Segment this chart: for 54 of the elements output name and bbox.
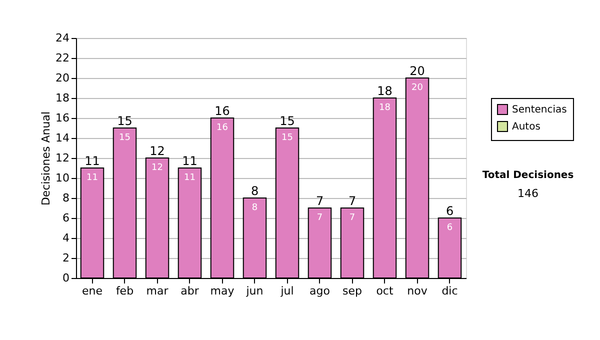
y-tick-label: 16 [56,112,70,124]
x-tick-label: jul [280,284,294,298]
y-tick-label: 22 [56,52,70,64]
total-label: 11 [84,154,100,168]
y-tick-label: 2 [62,252,70,264]
data-label: 16 [216,123,228,133]
x-tick-label: oct [376,284,394,298]
data-label: 6 [446,223,453,233]
x-tick-label: may [210,284,235,298]
x-tick-label: feb [116,284,134,298]
data-label: 11 [86,173,98,183]
y-tick-label: 10 [56,172,70,184]
total-label: 7 [316,194,324,208]
x-tick-label: abr [180,284,200,298]
y-tick-label: 0 [62,272,70,284]
total-label: 15 [280,114,295,128]
total-label: 11 [182,154,198,168]
total-label: 18 [377,84,392,98]
total-label: 7 [348,194,356,208]
x-tick-label: sep [342,284,362,298]
y-tick-label: 24 [56,32,70,44]
total-label: 8 [250,184,259,198]
x-tick-label: nov [407,284,428,298]
y-tick-label: 6 [62,212,70,224]
data-label: 12 [152,163,163,173]
total-label: 20 [410,64,425,78]
y-tick-label: 8 [62,192,70,204]
data-label: 7 [349,213,356,223]
total-label: 16 [214,104,230,118]
data-label: 11 [184,173,196,183]
data-label: 20 [412,83,424,93]
legend-label: Sentencias [512,104,567,116]
data-label: 15 [119,133,130,143]
total-label: 6 [446,204,454,218]
y-tick-label: 20 [56,72,70,84]
legend-label: Autos [512,122,540,132]
total-label: 12 [150,144,165,158]
y-tick-label: 18 [56,92,70,104]
y-tick-label: 12 [56,152,70,164]
data-label: 7 [316,213,323,223]
x-tick-label: dic [442,284,458,298]
y-tick-label: 4 [62,232,70,244]
x-tick-label: ago [310,284,330,298]
y-tick-label: 14 [56,132,70,144]
text: 146 [518,187,538,200]
x-tick-label: ene [82,284,103,298]
data-label: 18 [379,103,391,113]
x-tick-label: jun [245,284,264,298]
data-label: 15 [282,133,293,143]
text: Total Decisiones [482,170,574,181]
data-label: 8 [252,203,258,213]
x-tick-label: mar [146,284,169,298]
y-axis-title: Decisiones Anual [40,111,53,206]
total-label: 15 [117,114,132,128]
